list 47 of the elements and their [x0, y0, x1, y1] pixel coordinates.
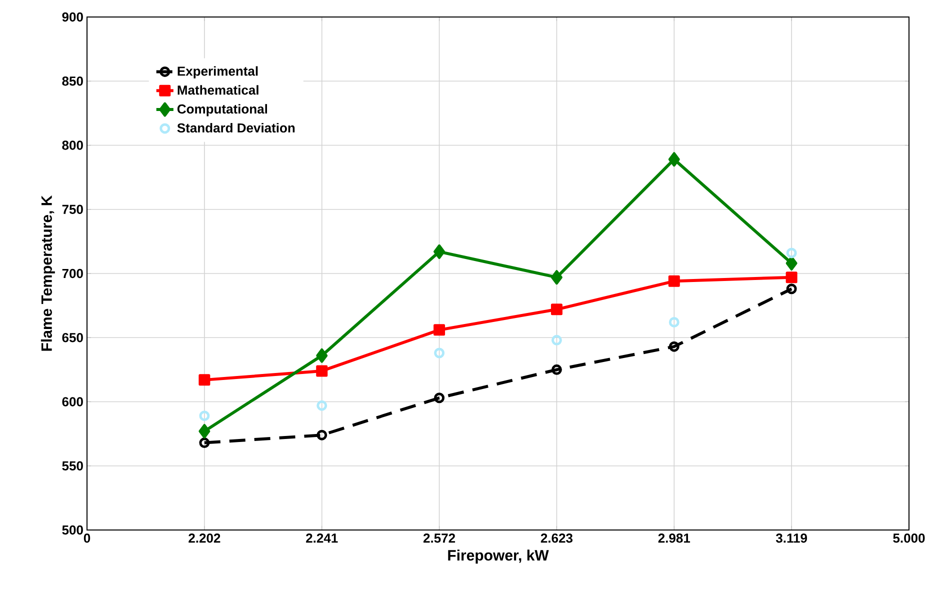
- legend-label: Computational: [177, 104, 268, 116]
- y-tick-label: 650: [62, 333, 83, 342]
- y-tick-label: 600: [62, 397, 83, 406]
- y-tick-label: 500: [62, 525, 83, 535]
- y-axis-title: Flame Temperature, K: [40, 195, 55, 351]
- point: [550, 304, 562, 316]
- point: [786, 248, 797, 258]
- point: [550, 270, 562, 285]
- legend-label: Experimental: [178, 66, 258, 78]
- legend-label: Standard Deviation: [177, 122, 295, 133]
- point: [668, 341, 680, 352]
- y-tick-label: 900: [62, 12, 83, 22]
- y-tick-label: 550: [62, 461, 83, 470]
- y-tick-label: 700: [62, 268, 83, 278]
- x-tick-label: 2.623: [540, 534, 573, 543]
- point: [198, 374, 210, 386]
- x-tick-label: 0: [84, 534, 90, 543]
- point: [668, 316, 680, 328]
- point: [316, 400, 328, 411]
- point: [316, 430, 328, 440]
- x-tick-label: 5.000: [893, 534, 925, 543]
- x-tick-label: 2.572: [423, 534, 456, 543]
- x-axis-title: Firepower, kW: [448, 550, 549, 564]
- point: [786, 256, 798, 270]
- point: [434, 392, 445, 404]
- point: [434, 244, 446, 259]
- y-tick-label: 750: [62, 204, 83, 214]
- x-tick-label: 2.202: [188, 534, 220, 543]
- point: [786, 272, 798, 284]
- point: [316, 365, 328, 377]
- point: [316, 348, 328, 363]
- point: [668, 275, 680, 287]
- x-tick-label: 2.241: [306, 534, 338, 543]
- point: [551, 334, 562, 346]
- point: [786, 284, 797, 294]
- point: [434, 324, 446, 336]
- point: [668, 152, 680, 167]
- x-tick-label: 2.981: [658, 534, 690, 543]
- point: [199, 410, 210, 422]
- point: [434, 348, 445, 358]
- legend-label: Mathematical: [178, 85, 258, 95]
- y-tick-label: 800: [62, 140, 83, 150]
- point: [199, 438, 210, 448]
- point: [551, 364, 562, 375]
- point: [198, 424, 210, 438]
- x-tick-label: 3.119: [776, 534, 807, 543]
- y-tick-label: 850: [62, 76, 83, 86]
